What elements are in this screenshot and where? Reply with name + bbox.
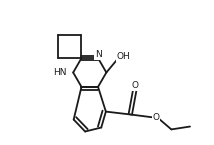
Text: N: N [95, 50, 101, 59]
Text: OH: OH [117, 52, 130, 61]
Text: O: O [131, 81, 138, 90]
Text: O: O [153, 113, 160, 122]
Text: HN: HN [53, 68, 67, 77]
